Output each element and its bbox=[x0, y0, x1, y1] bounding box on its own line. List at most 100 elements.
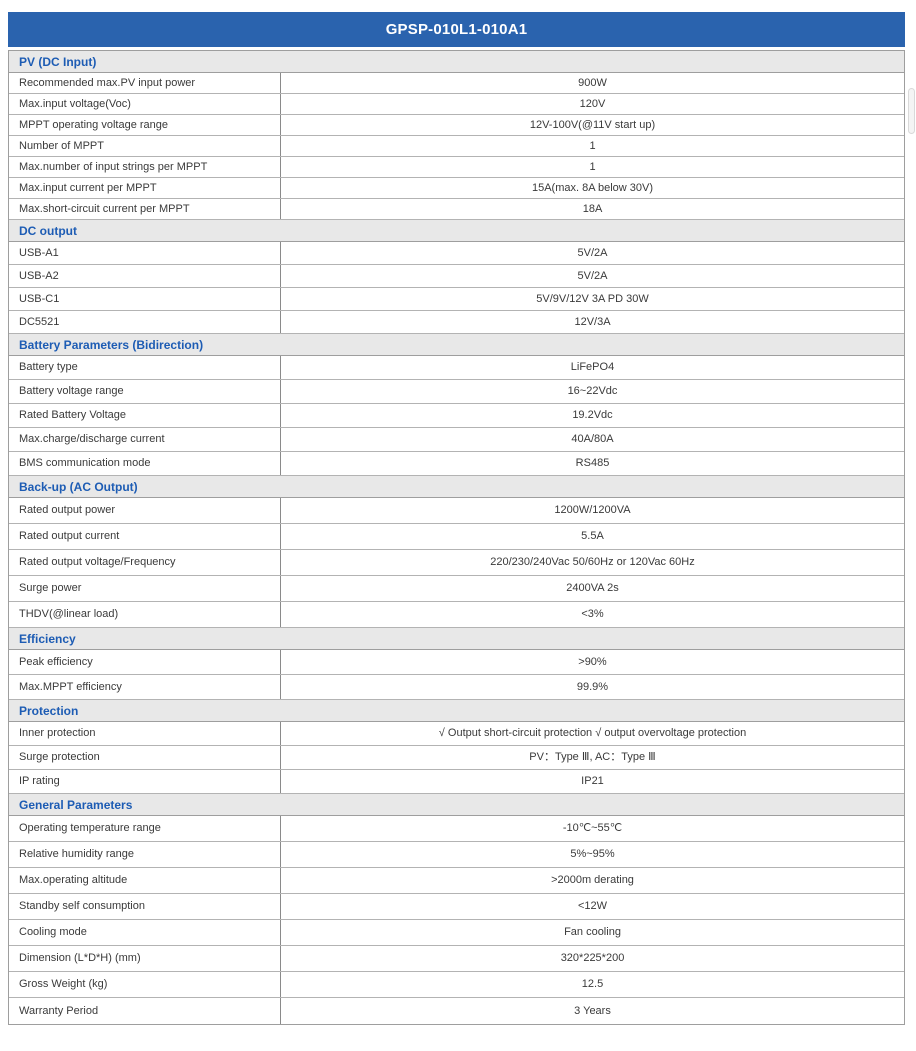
table-row: Warranty Period 3 Years bbox=[9, 998, 904, 1024]
row-value: 1 bbox=[589, 160, 596, 173]
row-value: RS485 bbox=[575, 457, 610, 470]
table-row: MPPT operating voltage range 12V-100V(@11… bbox=[9, 115, 904, 136]
row-label: Battery voltage range bbox=[9, 380, 281, 403]
row-value: 19.2Vdc bbox=[572, 409, 613, 422]
table-row: Peak efficiency >90% bbox=[9, 650, 904, 675]
row-value: 12.5 bbox=[581, 978, 604, 991]
row-value: 5.5A bbox=[581, 530, 604, 543]
row-value: -10℃~55℃ bbox=[562, 822, 623, 835]
section-header-dc-output: DC output bbox=[9, 220, 904, 242]
table-row: Rated output voltage/Frequency 220/230/24… bbox=[9, 550, 904, 576]
row-label: USB-A1 bbox=[9, 242, 281, 264]
row-value: IP21 bbox=[581, 775, 604, 788]
row-value: LiFePO4 bbox=[570, 361, 615, 374]
row-value: 5V/9V/12V 3A PD 30W bbox=[536, 292, 649, 305]
row-value: PV：Type Ⅲ, AC：Type Ⅲ bbox=[529, 751, 656, 764]
row-label: Max.short-circuit current per MPPT bbox=[9, 199, 281, 219]
row-value: 220/230/240Vac 50/60Hz or 120Vac 60Hz bbox=[490, 556, 695, 569]
table-row: THDV(@linear load) <3% bbox=[9, 602, 904, 628]
table-row: DC5521 12V/3A bbox=[9, 311, 904, 334]
row-label: Rated output voltage/Frequency bbox=[9, 550, 281, 575]
table-row: Surge power 2400VA 2s bbox=[9, 576, 904, 602]
table-row: Recommended max.PV input power 900W bbox=[9, 73, 904, 94]
table-row: Operating temperature range -10℃~55℃ bbox=[9, 816, 904, 842]
row-value: 320*225*200 bbox=[560, 952, 625, 965]
row-value: √ Output short-circuit protection √ outp… bbox=[438, 727, 747, 740]
section-title: General Parameters bbox=[19, 797, 133, 812]
row-value: 5V/2A bbox=[577, 269, 608, 282]
table-row: Battery voltage range 16~22Vdc bbox=[9, 380, 904, 404]
table-row: Surge protection PV：Type Ⅲ, AC：Type Ⅲ bbox=[9, 746, 904, 770]
table-row: Rated output power 1200W/1200VA bbox=[9, 498, 904, 524]
table-row: USB-C1 5V/9V/12V 3A PD 30W bbox=[9, 288, 904, 311]
row-label: Rated Battery Voltage bbox=[9, 404, 281, 427]
table-row: Max.input current per MPPT 15A(max. 8A be… bbox=[9, 178, 904, 199]
row-label: MPPT operating voltage range bbox=[9, 115, 281, 135]
page-title: GPSP-010L1-010A1 bbox=[385, 21, 528, 38]
row-label: Max.number of input strings per MPPT bbox=[9, 157, 281, 177]
row-value: 5%~95% bbox=[570, 848, 615, 861]
row-label: USB-A2 bbox=[9, 265, 281, 287]
row-value: 3 Years bbox=[574, 1004, 611, 1017]
row-value: 2400VA 2s bbox=[566, 582, 619, 595]
table-row: Cooling mode Fan cooling bbox=[9, 920, 904, 946]
section-title: Protection bbox=[19, 703, 79, 718]
row-label: Rated output current bbox=[9, 524, 281, 549]
row-value: 15A(max. 8A below 30V) bbox=[531, 181, 654, 194]
table-row: Rated Battery Voltage 19.2Vdc bbox=[9, 404, 904, 428]
row-value: <3% bbox=[581, 608, 604, 621]
row-label: Max.input voltage(Voc) bbox=[9, 94, 281, 114]
scrollbar-thumb[interactable] bbox=[908, 88, 915, 134]
row-label: Relative humidity range bbox=[9, 842, 281, 867]
row-value: 12V-100V(@11V start up) bbox=[529, 118, 656, 131]
section-title: Back-up (AC Output) bbox=[19, 479, 138, 494]
section-header-general-parameters: General Parameters bbox=[9, 794, 904, 816]
row-label: Peak efficiency bbox=[9, 650, 281, 674]
row-value: 12V/3A bbox=[574, 315, 611, 328]
row-label: Cooling mode bbox=[9, 920, 281, 945]
section-header-back-up-ac-output: Back-up (AC Output) bbox=[9, 476, 904, 498]
row-label: Recommended max.PV input power bbox=[9, 73, 281, 93]
table-row: BMS communication mode RS485 bbox=[9, 452, 904, 476]
table-row: Relative humidity range 5%~95% bbox=[9, 842, 904, 868]
table-row: Standby self consumption <12W bbox=[9, 894, 904, 920]
row-value: 1 bbox=[589, 139, 596, 152]
spec-table: PV (DC Input) Recommended max.PV input po… bbox=[8, 50, 905, 1025]
row-value: 99.9% bbox=[576, 680, 609, 693]
table-row: USB-A2 5V/2A bbox=[9, 265, 904, 288]
table-row: Max.short-circuit current per MPPT 18A bbox=[9, 199, 904, 220]
table-row: Max.MPPT efficiency 99.9% bbox=[9, 675, 904, 700]
row-label: Rated output power bbox=[9, 498, 281, 523]
table-row: Gross Weight (kg) 12.5 bbox=[9, 972, 904, 998]
table-row: Battery type LiFePO4 bbox=[9, 356, 904, 380]
table-row: Max.input voltage(Voc) 120V bbox=[9, 94, 904, 115]
row-label: Max.input current per MPPT bbox=[9, 178, 281, 198]
row-label: Operating temperature range bbox=[9, 816, 281, 841]
row-value: 900W bbox=[578, 76, 607, 89]
row-label: Gross Weight (kg) bbox=[9, 972, 281, 997]
row-label: Standby self consumption bbox=[9, 894, 281, 919]
row-label: Max.operating altitude bbox=[9, 868, 281, 893]
row-label: Max.MPPT efficiency bbox=[9, 675, 281, 699]
row-label: Dimension (L*D*H) (mm) bbox=[9, 946, 281, 971]
section-title: PV (DC Input) bbox=[19, 54, 97, 69]
row-label: IP rating bbox=[9, 770, 281, 793]
section-header-efficiency: Efficiency bbox=[9, 628, 904, 650]
row-label: DC5521 bbox=[9, 311, 281, 333]
row-value: 18A bbox=[582, 202, 603, 215]
table-row: USB-A1 5V/2A bbox=[9, 242, 904, 265]
section-header-pv-dc-input: PV (DC Input) bbox=[9, 51, 904, 73]
section-title: Battery Parameters (Bidirection) bbox=[19, 337, 204, 352]
row-label: BMS communication mode bbox=[9, 452, 281, 475]
section-header-protection: Protection bbox=[9, 700, 904, 722]
row-label: Warranty Period bbox=[9, 998, 281, 1024]
table-row: Rated output current 5.5A bbox=[9, 524, 904, 550]
row-value: 120V bbox=[579, 97, 606, 110]
row-value: <12W bbox=[577, 900, 608, 913]
row-value: 5V/2A bbox=[577, 246, 608, 259]
table-row: Number of MPPT 1 bbox=[9, 136, 904, 157]
table-row: Max.operating altitude >2000m derating bbox=[9, 868, 904, 894]
row-value: 40A/80A bbox=[571, 433, 614, 446]
table-row: Dimension (L*D*H) (mm) 320*225*200 bbox=[9, 946, 904, 972]
